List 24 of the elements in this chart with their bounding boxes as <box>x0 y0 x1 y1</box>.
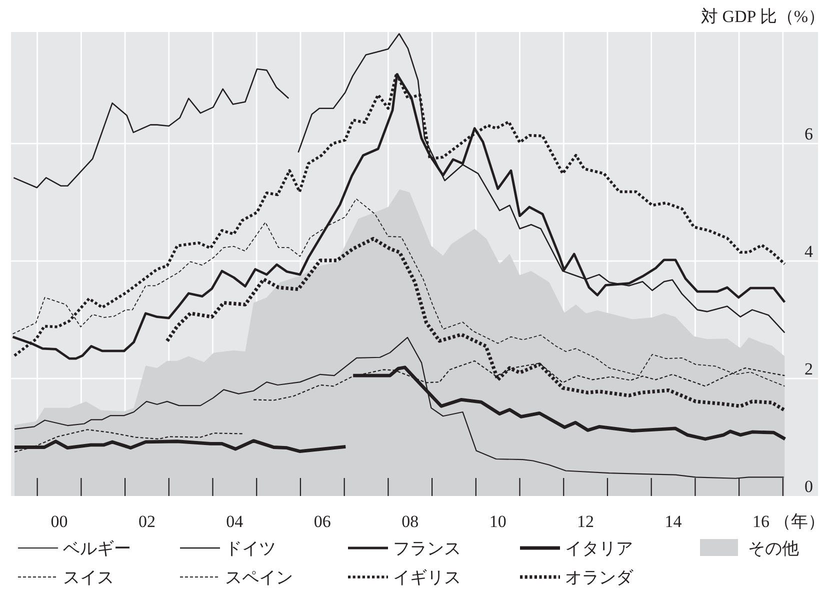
legend-label: オランダ <box>565 568 634 587</box>
x-tick-label: 08 <box>402 512 419 531</box>
x-tick-label: 12 <box>577 512 594 531</box>
legend-label: その他 <box>748 539 799 558</box>
y-tick-label: 2 <box>804 360 813 379</box>
x-tick-label: 00 <box>50 512 68 531</box>
x-axis-title: （年） <box>774 512 825 531</box>
y-tick-label: 0 <box>804 477 813 496</box>
y-axis-title: 対 GDP 比（%） <box>700 7 825 26</box>
y-tick-label: 4 <box>804 242 814 262</box>
x-tick-label: 10 <box>489 512 506 531</box>
legend-label: イギリス <box>393 568 461 587</box>
legend-label: ドイツ <box>225 539 276 558</box>
y-tick-label: 6 <box>804 124 813 144</box>
legend-label: フランス <box>393 539 461 558</box>
x-tick-label: 02 <box>138 512 156 531</box>
x-tick-label: 14 <box>664 512 682 531</box>
legend-label: スイス <box>63 568 114 587</box>
legend-label: イタリア <box>565 539 633 558</box>
x-tick-label: 16 <box>752 512 770 531</box>
x-tick-label: 06 <box>314 512 331 531</box>
x-tick-label: 04 <box>226 512 244 531</box>
legend-label: スペイン <box>225 568 293 587</box>
legend-label: ベルギー <box>63 539 131 558</box>
